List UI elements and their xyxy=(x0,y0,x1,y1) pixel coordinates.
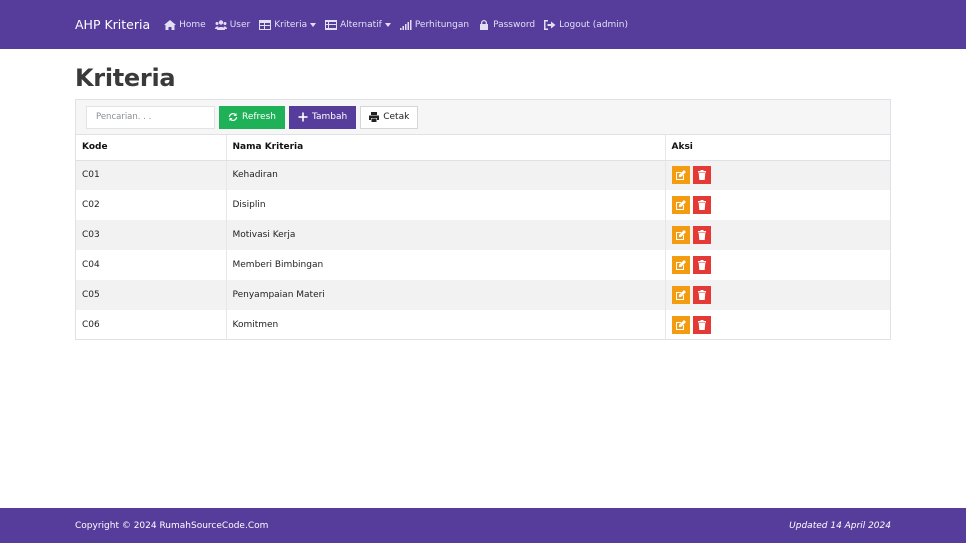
footer-updated: Updated 14 April 2024 xyxy=(789,520,891,531)
edit-button[interactable] xyxy=(671,286,690,304)
footer: Copyright © 2024 RumahSourceCode.Com Upd… xyxy=(0,508,966,543)
edit-icon xyxy=(675,200,686,210)
nav-item-kriteria[interactable]: Kriteria xyxy=(259,19,317,30)
refresh-label: Refresh xyxy=(242,112,276,122)
cell-aksi xyxy=(665,280,890,310)
nav-item-label: Kriteria xyxy=(274,19,308,30)
delete-button[interactable] xyxy=(692,226,711,244)
kriteria-table: Kode Nama Kriteria Aksi C01 Kehadiran C0… xyxy=(76,135,890,340)
top-navbar: AHP Kriteria Home User Kriteria Alternat… xyxy=(0,0,966,49)
edit-icon xyxy=(675,320,686,330)
trash-icon xyxy=(697,290,706,300)
kriteria-card: Refresh Tambah Cetak Kode Nama Kriteria … xyxy=(75,99,891,340)
add-label: Tambah xyxy=(312,112,348,122)
cell-aksi xyxy=(665,160,890,190)
table-row: C02 Disiplin xyxy=(76,190,890,220)
logout-icon xyxy=(544,19,556,30)
edit-button[interactable] xyxy=(671,316,690,334)
delete-button[interactable] xyxy=(692,166,711,185)
edit-button[interactable] xyxy=(671,226,690,244)
cell-kode: C02 xyxy=(76,190,227,220)
nav-item-label: User xyxy=(229,19,251,30)
cell-nama: Komitmen xyxy=(226,310,666,340)
cell-aksi xyxy=(665,250,890,280)
delete-button[interactable] xyxy=(692,196,711,214)
refresh-button[interactable]: Refresh xyxy=(219,105,285,129)
users-icon xyxy=(214,19,227,30)
trash-icon xyxy=(697,230,706,240)
edit-button[interactable] xyxy=(671,196,690,214)
header-nama[interactable]: Nama Kriteria xyxy=(226,135,666,161)
chevron-down-icon xyxy=(384,22,391,27)
trash-icon xyxy=(697,260,706,270)
nav-item-label: Alternatif xyxy=(340,19,382,30)
nav-item-home[interactable]: Home xyxy=(164,19,206,30)
nav-item-perhitungan[interactable]: Perhitungan xyxy=(399,19,470,30)
toolbar: Refresh Tambah Cetak xyxy=(76,100,890,135)
table-row: C05 Penyampaian Materi xyxy=(76,280,890,310)
print-label: Cetak xyxy=(383,112,410,122)
nav-item-label: Perhitungan xyxy=(414,19,470,30)
cell-nama: Disiplin xyxy=(226,190,666,220)
plus-icon xyxy=(298,112,308,122)
nav-item-logout[interactable]: Logout (admin) xyxy=(544,19,629,30)
delete-button[interactable] xyxy=(692,316,711,334)
refresh-icon xyxy=(228,112,238,122)
table-row: C06 Komitmen xyxy=(76,310,890,340)
nav-list: Home User Kriteria Alternatif Perhitunga… xyxy=(164,19,637,30)
edit-icon xyxy=(675,290,686,300)
search-input[interactable] xyxy=(86,105,215,129)
edit-button[interactable] xyxy=(671,256,690,274)
cell-kode: C04 xyxy=(76,250,227,280)
nav-item-label: Home xyxy=(179,19,206,30)
chevron-down-icon xyxy=(310,22,317,27)
table-icon xyxy=(259,19,272,30)
edit-icon xyxy=(675,230,686,240)
trash-icon xyxy=(697,170,706,181)
edit-icon xyxy=(675,260,686,270)
nav-item-password[interactable]: Password xyxy=(478,19,536,30)
header-kode[interactable]: Kode xyxy=(76,135,227,161)
lock-icon xyxy=(480,19,489,30)
edit-icon xyxy=(675,170,686,181)
cell-nama: Kehadiran xyxy=(226,160,666,190)
cell-kode: C01 xyxy=(76,160,227,190)
cell-aksi xyxy=(665,220,890,250)
footer-copyright: Copyright © 2024 RumahSourceCode.Com xyxy=(75,520,269,531)
header-aksi: Aksi xyxy=(665,135,890,161)
list-icon xyxy=(325,19,338,30)
cell-nama: Penyampaian Materi xyxy=(226,280,666,310)
cell-aksi xyxy=(665,310,890,340)
nav-item-label: Logout (admin) xyxy=(559,19,629,30)
trash-icon xyxy=(697,320,706,330)
cell-kode: C03 xyxy=(76,220,227,250)
trash-icon xyxy=(697,200,706,210)
delete-button[interactable] xyxy=(692,256,711,274)
cell-kode: C06 xyxy=(76,310,227,340)
home-icon xyxy=(164,19,177,30)
print-button[interactable]: Cetak xyxy=(360,105,419,129)
cell-nama: Memberi Bimbingan xyxy=(226,250,666,280)
print-icon xyxy=(369,112,380,122)
table-row: C01 Kehadiran xyxy=(76,160,890,190)
table-header-row: Kode Nama Kriteria Aksi xyxy=(76,135,890,161)
table-row: C03 Motivasi Kerja xyxy=(76,220,890,250)
cell-kode: C05 xyxy=(76,280,227,310)
edit-button[interactable] xyxy=(671,166,690,185)
nav-item-alternatif[interactable]: Alternatif xyxy=(325,19,391,30)
page-title: Kriteria xyxy=(75,64,176,92)
table-row: C04 Memberi Bimbingan xyxy=(76,250,890,280)
delete-button[interactable] xyxy=(692,286,711,304)
cell-nama: Motivasi Kerja xyxy=(226,220,666,250)
add-button[interactable]: Tambah xyxy=(289,105,357,129)
nav-item-label: Password xyxy=(493,19,536,30)
signal-icon xyxy=(399,19,412,30)
nav-item-user[interactable]: User xyxy=(214,19,251,30)
cell-aksi xyxy=(665,190,890,220)
navbar-brand[interactable]: AHP Kriteria xyxy=(75,17,151,32)
